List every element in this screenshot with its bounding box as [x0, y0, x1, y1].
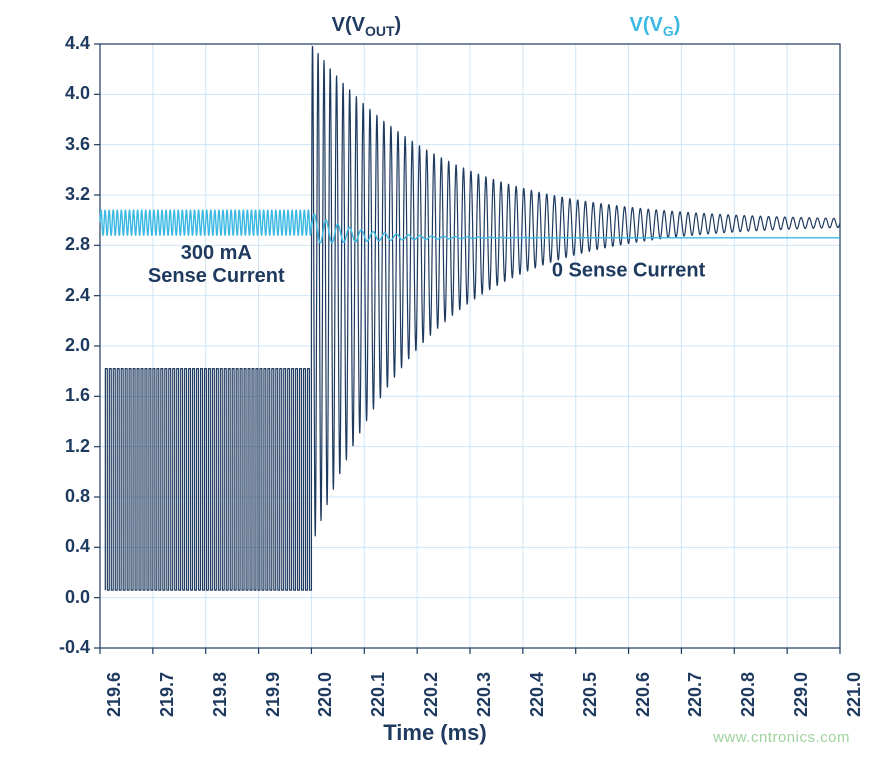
- x-tick: 219.7: [157, 672, 178, 717]
- chart-svg: [0, 0, 870, 764]
- y-tick: 0.8: [40, 486, 90, 507]
- y-tick: 3.2: [40, 184, 90, 205]
- y-tick: 1.6: [40, 385, 90, 406]
- chart-annotation: 300 mA Sense Current: [148, 242, 285, 288]
- x-tick: 220.5: [580, 672, 601, 717]
- x-tick: 220.2: [421, 672, 442, 717]
- x-tick: 219.6: [104, 672, 125, 717]
- x-tick: 220.7: [685, 672, 706, 717]
- y-tick: 4.0: [40, 83, 90, 104]
- x-tick: 220.1: [368, 672, 389, 717]
- y-tick: 0.0: [40, 587, 90, 608]
- chart-container: V(VOUT) V(VG) Voltage Overswing (V) Time…: [0, 0, 870, 764]
- x-tick: 219.8: [210, 672, 231, 717]
- y-tick: -0.4: [40, 637, 90, 658]
- x-tick: 219.9: [263, 672, 284, 717]
- x-tick: 220.6: [633, 672, 654, 717]
- x-tick: 221.0: [844, 672, 865, 717]
- x-tick: 220.4: [527, 672, 548, 717]
- y-tick: 2.0: [40, 335, 90, 356]
- y-tick: 1.2: [40, 436, 90, 457]
- x-tick: 220.8: [738, 672, 759, 717]
- x-tick: 220.0: [315, 672, 336, 717]
- chart-annotation: 0 Sense Current: [552, 259, 705, 282]
- x-tick: 229.0: [791, 672, 812, 717]
- y-tick: 3.6: [40, 134, 90, 155]
- x-tick: 220.3: [474, 672, 495, 717]
- y-tick: 2.4: [40, 285, 90, 306]
- y-tick: 0.4: [40, 536, 90, 557]
- y-tick: 2.8: [40, 234, 90, 255]
- y-tick: 4.4: [40, 33, 90, 54]
